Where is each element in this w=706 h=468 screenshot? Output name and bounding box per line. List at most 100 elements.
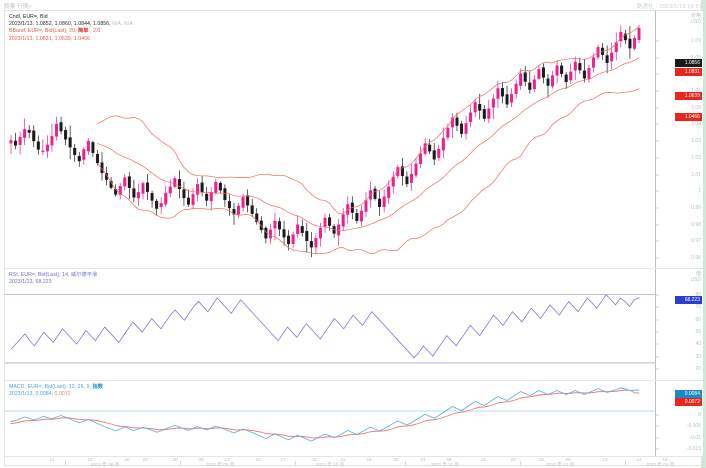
axis-value-pill[interactable]: 0.0072 — [675, 398, 702, 406]
price-svg — [9, 25, 641, 258]
rsi-svg — [5, 294, 655, 364]
axis-value-pill[interactable]: 1.0466 — [675, 113, 702, 121]
axis-tick-mark — [656, 123, 659, 125]
time-axis-day-label: 26 — [124, 457, 130, 462]
price-axis-header: 价格 USD — [690, 13, 701, 25]
rsi-plot-area[interactable] — [5, 269, 655, 380]
axis-value-pill[interactable]: 68.223 — [675, 296, 702, 304]
chart-frame[interactable]: Cndl, EUR=, Bid 2023/1/13, 1.0852, 1.086… — [4, 10, 703, 467]
time-axis-day-label: 25 — [393, 457, 399, 462]
window-title-left: 股票 行情> — [4, 3, 32, 10]
time-axis-day-label: 06 — [565, 457, 571, 462]
axis-tick-mark — [656, 240, 659, 242]
macd-panel[interactable]: MACD, EUR=, Bid(Last), 12, 26, 9, 指数 202… — [5, 380, 703, 456]
axis-value-pill[interactable]: 1.0856 — [675, 59, 702, 67]
time-axis-day-label: 22 — [142, 457, 148, 462]
rsi-axis-unit: USD — [690, 277, 701, 283]
axis-tick-mark — [656, 448, 659, 450]
axis-tick-mark — [656, 331, 659, 333]
price-axis-title: 价格 — [690, 13, 701, 19]
axis-tick-mark — [656, 343, 659, 345]
axis-value-pill[interactable]: 1.0639 — [675, 92, 702, 100]
axis-tick-label: 50 — [695, 329, 701, 335]
axis-tick-label: -0.01 — [689, 434, 701, 441]
axis-tick-mark — [656, 90, 659, 92]
axis-value-pill[interactable]: 1.0831 — [675, 68, 702, 76]
axis-tick-mark — [656, 294, 659, 296]
axis-tick-mark — [656, 306, 659, 308]
axis-tick-mark — [656, 40, 659, 42]
time-axis-day-label: 16 — [662, 457, 668, 462]
time-axis-day-label: 18 — [87, 457, 93, 462]
time-axis-day-label: 27 — [280, 457, 286, 462]
time-axis-day-label: 01 — [420, 457, 426, 462]
time-axis-day-label: 29 — [538, 457, 544, 462]
axis-tick-label: 30 — [695, 353, 701, 360]
time-axis-month-label: 2022 年 08 月 — [90, 462, 120, 467]
time-axis-day-label: 08 — [446, 457, 452, 462]
axis-tick-mark — [656, 73, 659, 75]
time-axis-separator — [405, 461, 406, 466]
time-axis-day-label: 18 — [366, 457, 372, 462]
axis-tick-label: 0 — [698, 412, 701, 418]
axis-tick-mark — [656, 319, 659, 321]
axis-value-pill[interactable]: 0.0084 — [675, 390, 702, 398]
axis-tick-mark — [656, 224, 659, 226]
axis-tick-label: 20 — [695, 366, 701, 372]
time-axis-day-label: 04 — [311, 457, 317, 462]
axis-tick-label: 80 — [695, 292, 701, 298]
price-axis-unit: USD — [690, 19, 701, 25]
axis-tick-label: -0.005 — [686, 423, 701, 430]
axis-tick-label: 1.08 — [691, 54, 701, 61]
axis-tick-label: 40 — [695, 341, 701, 348]
axis-tick-mark — [656, 257, 659, 259]
axis-tick-mark — [656, 174, 659, 176]
time-axis-day-label: 13 — [224, 457, 230, 462]
axis-tick-label: 1.05 — [691, 104, 701, 111]
price-panel[interactable]: Cndl, EUR=, Bid 2023/1/13, 1.0852, 1.086… — [5, 11, 703, 268]
axis-tick-label: 1.04 — [691, 121, 701, 128]
axis-tick-mark — [656, 107, 659, 109]
time-axis-day-label: 11 — [49, 457, 55, 462]
time-axis-separator — [65, 461, 66, 466]
axis-tick-mark — [656, 356, 659, 358]
axis-tick-mark — [656, 414, 659, 416]
time-axis-separator — [295, 461, 296, 466]
time-axis-month-label: 2023 年 01 月 — [645, 462, 675, 467]
rsi-axis-header: 值 USD — [690, 271, 701, 283]
time-axis-month-label: 2022 年 09 月 — [205, 462, 235, 467]
window-edge-strip — [701, 0, 706, 468]
time-axis-day-label: 06 — [198, 457, 204, 462]
window-title-right: 路透社 · 2023/1/13 16:57 — [636, 3, 702, 10]
axis-tick-label: 0.99 — [691, 204, 701, 211]
axis-tick-mark — [656, 425, 659, 427]
axis-tick-label: 60 — [695, 316, 701, 323]
time-axis[interactable]: 11 18 26 22 30 06 13 21 27 04 11 18 25 01 08 15 22 29 06 13… — [5, 456, 703, 467]
time-axis-day-label: 30 — [172, 457, 178, 462]
price-y-axis[interactable]: 价格 USD 1.091.081.071.061.051.041.031.021… — [655, 11, 703, 268]
time-axis-month-label: 2022 年 10 月 — [315, 462, 345, 467]
price-plot-area[interactable] — [5, 11, 655, 268]
time-axis-separator — [520, 461, 521, 466]
axis-tick-label: 1.02 — [691, 154, 701, 161]
axis-tick-mark — [656, 140, 659, 142]
macd-plot-area[interactable] — [5, 381, 655, 456]
axis-tick-mark — [656, 190, 659, 192]
axis-tick-mark — [656, 57, 659, 59]
time-axis-month-label: 2022 年 11 月 — [430, 462, 460, 467]
time-axis-day-label: 15 — [480, 457, 486, 462]
time-axis-day-label: 21 — [255, 457, 261, 462]
window-titlebar: 股票 行情> 路透社 · 2023/1/13 16:57 — [0, 0, 706, 11]
axis-tick-label: 0.98 — [691, 221, 701, 228]
time-axis-day-label: 11 — [340, 457, 346, 462]
axis-tick-label: 1.06 — [691, 88, 701, 94]
axis-tick-label: -0.015 — [686, 446, 701, 452]
axis-tick-mark — [656, 368, 659, 370]
time-axis-day-label: 22 — [510, 457, 516, 462]
rsi-y-axis[interactable]: 值 USD 80 70 60 50 40 30 20 68.223 — [655, 269, 703, 380]
macd-y-axis[interactable]: 0 -0.005 -0.01 -0.015 0.0084 0.0072 — [655, 381, 703, 456]
rsi-panel[interactable]: RSI, EUR=, Bid(Last), 14, 威尔德平滑 2023/1/1… — [5, 268, 703, 380]
macd-svg — [5, 381, 655, 456]
axis-tick-label: 1.01 — [691, 171, 701, 178]
